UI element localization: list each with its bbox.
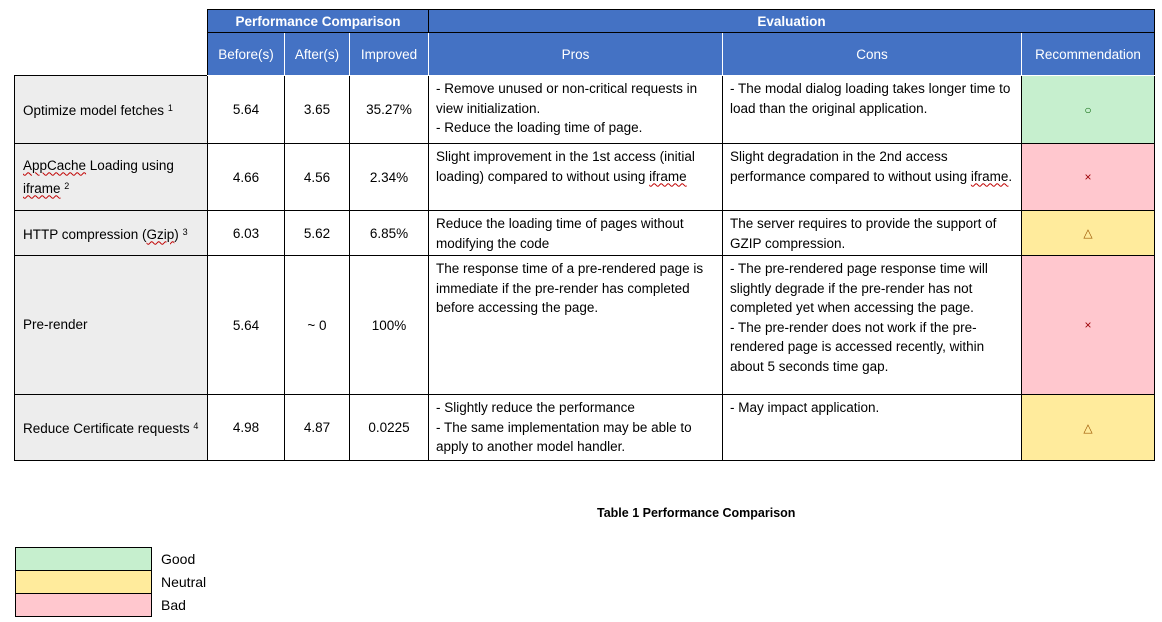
before-value: 4.66 (207, 143, 285, 211)
after-value: 5.62 (284, 210, 350, 256)
table-row: HTTP compression (Gzip) 3 6.03 5.62 6.85… (14, 210, 1155, 256)
before-value: 6.03 (207, 210, 285, 256)
table-row: Optimize model fetches 1 5.64 3.65 35.27… (14, 75, 1155, 144)
table-row: Reduce Certificate requests 4 4.98 4.87 … (14, 394, 1155, 461)
header-group-row: Performance Comparison Evaluation (14, 9, 1155, 33)
col-after: After(s) (284, 32, 350, 76)
col-cons: Cons (722, 32, 1022, 76)
cons-cell: The server requires to provide the suppo… (722, 210, 1022, 256)
before-value: 4.98 (207, 394, 285, 461)
improved-value: 35.27% (349, 75, 429, 144)
header-evaluation: Evaluation (428, 9, 1155, 33)
pros-cell: The response time of a pre-rendered page… (428, 255, 723, 395)
recommendation-neutral: △ (1021, 394, 1155, 461)
recommendation-bad: × (1021, 255, 1155, 395)
row-label: HTTP compression (Gzip) 3 (14, 210, 208, 256)
legend-swatch-neutral (15, 570, 152, 594)
cons-cell: - The pre-rendered page response time wi… (722, 255, 1022, 395)
improved-value: 6.85% (349, 210, 429, 256)
after-value: 4.56 (284, 143, 350, 211)
header-performance-comparison: Performance Comparison (207, 9, 429, 33)
table-caption: Table 1 Performance Comparison (597, 506, 796, 520)
cons-cell: Slight degradation in the 2nd access per… (722, 143, 1022, 211)
table-row: AppCache Loading using iframe 2 4.66 4.5… (14, 143, 1155, 211)
legend-label-neutral: Neutral (161, 574, 207, 590)
pros-cell: Reduce the loading time of pages without… (428, 210, 723, 256)
recommendation-bad: × (1021, 143, 1155, 211)
row-label: Optimize model fetches 1 (14, 75, 208, 144)
after-value: 3.65 (284, 75, 350, 144)
recommendation-neutral: △ (1021, 210, 1155, 256)
improved-value: 100% (349, 255, 429, 395)
before-value: 5.64 (207, 75, 285, 144)
col-pros: Pros (428, 32, 723, 76)
cons-cell: - The modal dialog loading takes longer … (722, 75, 1022, 144)
header-column-row: Before(s) After(s) Improved Pros Cons Re… (14, 32, 1155, 76)
row-label: Reduce Certificate requests 4 (14, 394, 208, 461)
recommendation-good: ○ (1021, 75, 1155, 144)
pros-cell: Slight improvement in the 1st access (in… (428, 143, 723, 211)
before-value: 5.64 (207, 255, 285, 395)
table-row: Pre-render 5.64 ~ 0 100% The response ti… (14, 255, 1155, 395)
legend-swatch-good (15, 547, 152, 571)
row-label: AppCache Loading using iframe 2 (14, 143, 208, 211)
after-value: ~ 0 (284, 255, 350, 395)
legend-label-bad: Bad (161, 597, 186, 613)
pros-cell: - Slightly reduce the performance - The s… (428, 394, 723, 461)
col-improved: Improved (349, 32, 429, 76)
performance-table: Performance Comparison Evaluation Before… (14, 9, 1155, 461)
pros-cell: - Remove unused or non-critical requests… (428, 75, 723, 144)
improved-value: 0.0225 (349, 394, 429, 461)
after-value: 4.87 (284, 394, 350, 461)
cons-cell: - May impact application. (722, 394, 1022, 461)
col-recommendation: Recommendation (1021, 32, 1155, 76)
row-label: Pre-render (14, 255, 208, 395)
legend-label-good: Good (161, 551, 196, 567)
legend-swatch-bad (15, 593, 152, 617)
col-before: Before(s) (207, 32, 285, 76)
improved-value: 2.34% (349, 143, 429, 211)
